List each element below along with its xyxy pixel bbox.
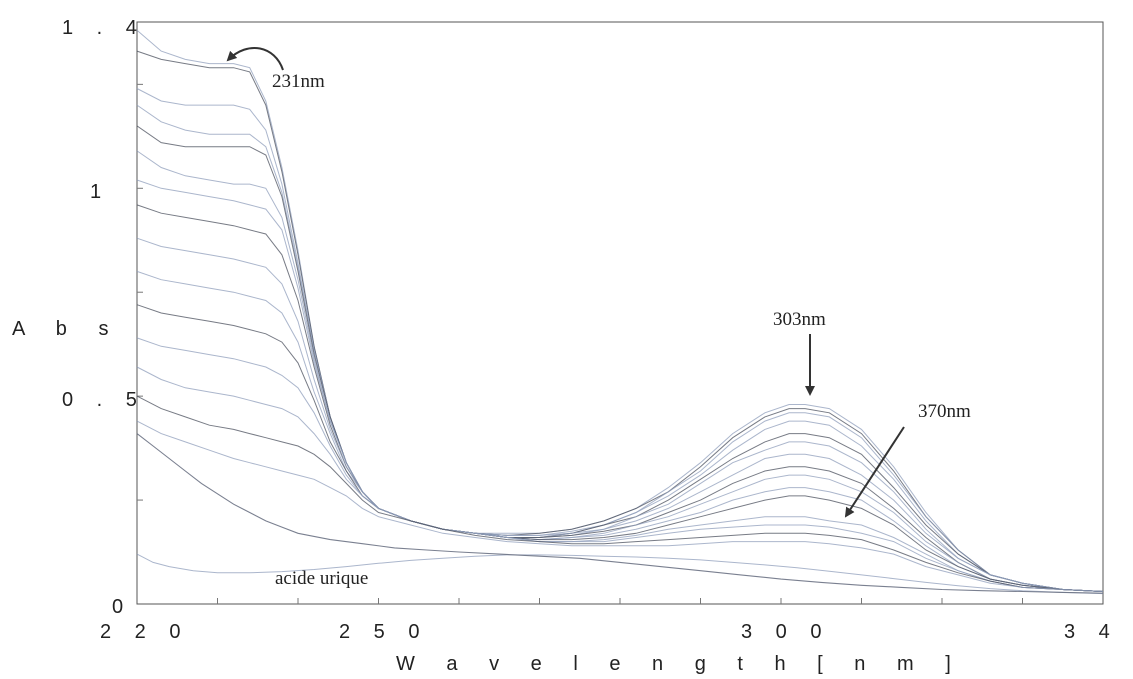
- series-line-15: [136, 420, 1104, 592]
- series-line-5: [136, 125, 1104, 592]
- annotation-370nm: 370nm: [918, 401, 971, 422]
- y-tick-label-0.5: 0 . 5: [62, 389, 146, 411]
- series-line-16: [136, 553, 1104, 595]
- y-tick-label-1: 1: [90, 181, 110, 203]
- spectra-series: [136, 29, 1104, 595]
- annotation-231nm: 231nm: [272, 71, 325, 92]
- x-tick-label-340: 3 4 0: [1064, 621, 1133, 643]
- arrow-231nm: [226, 46, 284, 71]
- annotation-303nm: 303nm: [773, 309, 826, 330]
- y-tick-label-0: 0: [112, 596, 132, 618]
- series-line-4: [136, 104, 1104, 592]
- minor-ticks: [137, 83, 1023, 604]
- x-axis-title: W a v e l e n g t h [ n m ]: [396, 653, 964, 675]
- annotation-acide-urique: acide urique: [275, 568, 368, 589]
- x-tick-label-300: 3 0 0: [741, 621, 830, 643]
- y-axis-title: A b s: [12, 318, 121, 340]
- y-tick-label-1.4: 1 . 4: [62, 17, 146, 39]
- series-line-1: [136, 29, 1104, 592]
- arrow-370nm: [844, 426, 905, 518]
- x-tick-label-250: 2 5 0: [339, 621, 428, 643]
- series-line-acide-urique: [136, 433, 1104, 594]
- series-line-2: [136, 50, 1104, 592]
- series-line-14: [136, 395, 1104, 592]
- series-line-11: [136, 304, 1104, 592]
- series-line-8: [136, 204, 1104, 592]
- series-line-10: [136, 270, 1104, 592]
- series-line-3: [136, 88, 1104, 592]
- series-line-7: [136, 179, 1104, 592]
- x-tick-label-220: 2 2 0: [100, 621, 189, 643]
